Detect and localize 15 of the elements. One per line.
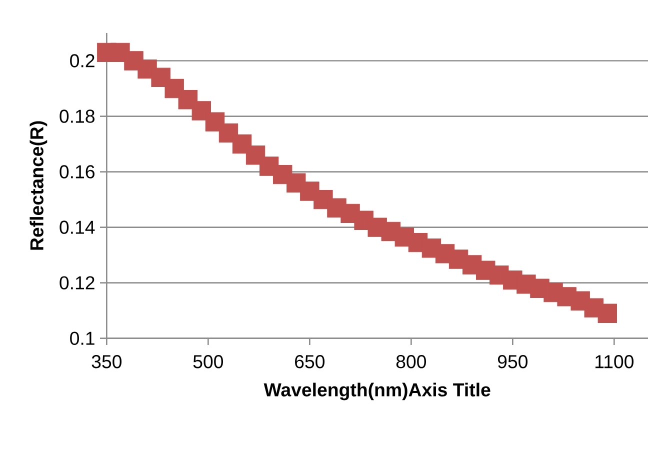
y-tick-label: 0.2 — [70, 54, 94, 68]
x-tick-label: 950 — [498, 355, 528, 368]
y-axis-title: Reflectance(R) — [30, 121, 48, 250]
y-tick-label: 0.14 — [60, 220, 95, 234]
x-tick-label: 800 — [396, 355, 426, 368]
x-tick-label: 650 — [295, 355, 325, 368]
x-tick-label: 350 — [92, 355, 122, 368]
y-tick-label: 0.18 — [60, 110, 94, 123]
y-tick-label: 0.16 — [60, 165, 94, 178]
x-axis-title: Wavelength(nm)Axis Title — [264, 382, 490, 400]
y-tick-label: 0.12 — [60, 276, 94, 290]
x-tick-label: 1100 — [596, 355, 634, 368]
x-tick-label: 500 — [193, 355, 224, 368]
y-tick-label: 0.1 — [70, 332, 94, 345]
point — [598, 304, 617, 323]
